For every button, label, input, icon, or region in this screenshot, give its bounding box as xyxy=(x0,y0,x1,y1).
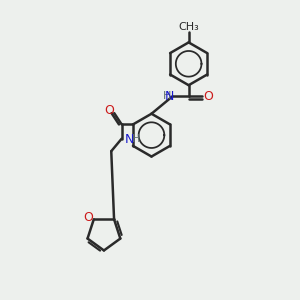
Text: N: N xyxy=(164,90,174,103)
Text: H: H xyxy=(132,134,140,144)
Text: N: N xyxy=(125,133,135,146)
Text: O: O xyxy=(83,211,93,224)
Text: CH₃: CH₃ xyxy=(178,22,199,32)
Text: H: H xyxy=(162,91,171,101)
Text: O: O xyxy=(203,90,213,103)
Text: O: O xyxy=(104,104,114,117)
